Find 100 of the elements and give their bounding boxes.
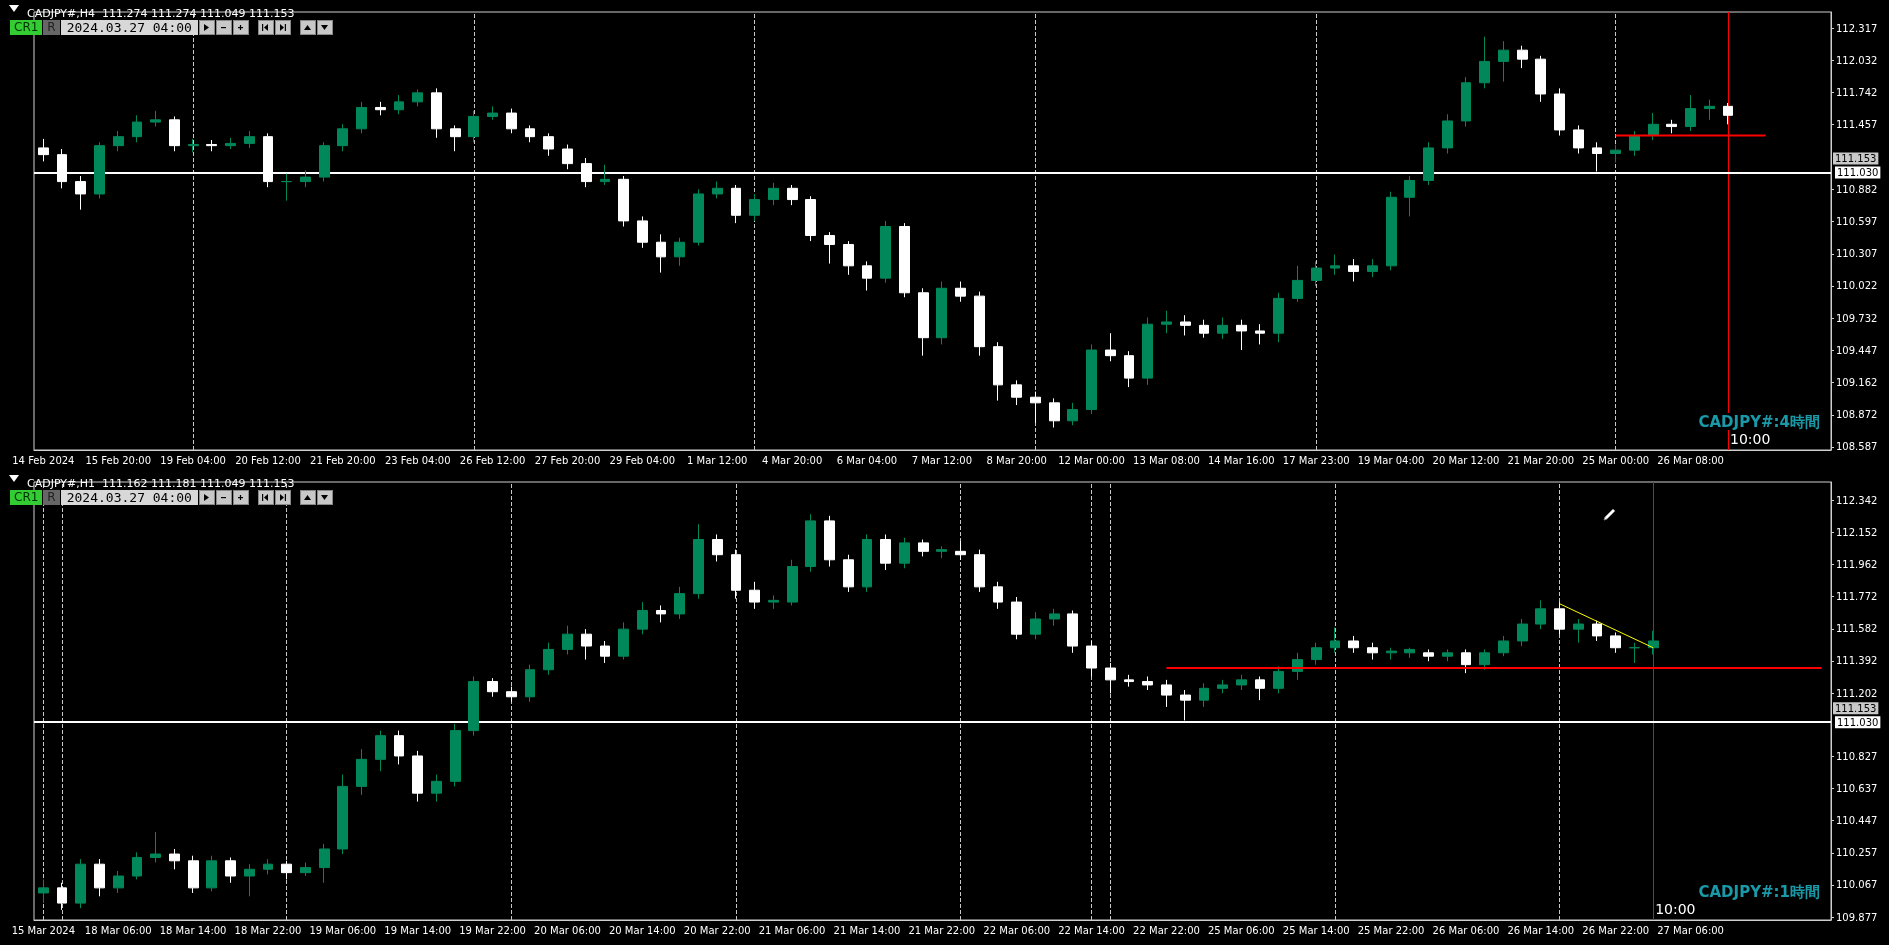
x-tick-label: 13 Mar 08:00	[1133, 454, 1200, 466]
y-tick-label: 111.962	[1836, 559, 1878, 571]
candlestick	[225, 137, 236, 150]
candlestick	[787, 559, 798, 606]
candlestick	[337, 774, 348, 855]
candlestick	[562, 144, 573, 170]
chart-title: CADJPY#,H1 111.162 111.181 111.049 111.153	[27, 477, 295, 490]
candlestick	[637, 215, 648, 249]
candlestick	[1386, 647, 1397, 661]
y-tick-label: 109.732	[1836, 312, 1878, 324]
candlestick	[412, 88, 423, 107]
candlestick	[1330, 254, 1340, 276]
x-tick-label: 14 Mar 16:00	[1207, 454, 1275, 466]
candlestick	[1629, 642, 1640, 664]
candlestick	[450, 124, 461, 152]
candlestick	[1685, 94, 1696, 132]
candlestick	[1610, 632, 1621, 654]
annotation: R	[43, 490, 60, 505]
candlestick	[1105, 662, 1116, 694]
candlestick	[94, 858, 105, 897]
candlestick	[281, 860, 292, 880]
candlestick	[637, 601, 648, 635]
x-tick-label: 20 Mar 14:00	[608, 924, 676, 936]
x-tick-label: 26 Mar 22:00	[1582, 924, 1650, 936]
candlestick	[263, 858, 273, 875]
candlestick	[693, 523, 704, 600]
candlestick	[188, 855, 199, 894]
candlestick	[1161, 679, 1172, 708]
candlestick	[1049, 397, 1060, 429]
x-tick-label: 19 Mar 14:00	[384, 924, 452, 936]
candlestick	[1648, 630, 1659, 655]
candlestick	[1105, 332, 1116, 362]
y-tick-label: 112.342	[1836, 494, 1878, 506]
candlestick	[731, 549, 741, 600]
x-tick-label: 26 Mar 08:00	[1657, 454, 1724, 466]
candlestick	[936, 281, 947, 345]
x-tick-label: 21 Mar 20:00	[1507, 454, 1575, 466]
candlestick	[618, 621, 629, 661]
candlestick	[206, 855, 217, 892]
annotation: 2024.03.27 04:00	[60, 490, 198, 505]
candlestick	[468, 110, 479, 143]
candlestick	[1011, 379, 1022, 406]
candlestick	[1498, 635, 1509, 657]
candlestick	[1666, 119, 1677, 134]
x-tick-label: 20 Mar 22:00	[683, 924, 751, 936]
candlestick	[1011, 596, 1022, 640]
annotation: CR1	[10, 490, 43, 505]
candlestick	[1554, 601, 1565, 635]
candlestick	[506, 108, 517, 134]
candlestick	[1217, 679, 1228, 694]
candlestick	[899, 222, 910, 298]
candlestick	[113, 130, 124, 152]
candlestick	[1255, 675, 1265, 701]
ref-line-label: 111.030	[1837, 167, 1879, 179]
candlestick	[768, 594, 779, 610]
candlestick	[1142, 316, 1153, 386]
candlestick	[731, 184, 741, 224]
x-tick-label: 22 Mar 06:00	[983, 924, 1051, 936]
candlestick	[600, 164, 610, 186]
x-tick-label: 17 Mar 23:00	[1282, 454, 1350, 466]
candlestick	[188, 138, 199, 153]
candlestick	[1330, 626, 1340, 654]
candlestick	[1442, 648, 1453, 662]
x-tick-label: 21 Mar 22:00	[908, 924, 976, 936]
y-tick-label: 110.067	[1836, 879, 1878, 891]
candlestick	[431, 87, 442, 139]
candlestick	[674, 237, 685, 267]
candlestick	[450, 723, 461, 787]
x-tick-label: 29 Feb 04:00	[609, 454, 676, 466]
candlestick	[1442, 113, 1453, 155]
candlestick	[94, 141, 105, 199]
candlestick	[1367, 258, 1378, 278]
candlestick	[993, 581, 1003, 610]
candlestick	[356, 748, 367, 796]
candlestick	[337, 123, 348, 152]
candlestick	[862, 260, 872, 292]
x-tick-label: 20 Mar 06:00	[534, 924, 601, 936]
candlestick	[1461, 76, 1471, 128]
candlestick	[225, 856, 236, 884]
x-tick-label: 26 Mar 14:00	[1507, 924, 1575, 936]
candlestick	[300, 862, 311, 877]
candlestick	[674, 586, 685, 620]
candlestick	[1273, 665, 1284, 694]
y-tick-label: 112.032	[1836, 54, 1878, 66]
candlestick	[1498, 40, 1509, 83]
candlestick	[1517, 45, 1528, 69]
y-tick-label: 110.597	[1836, 215, 1878, 227]
annotation: 2024.03.27 04:00	[60, 20, 198, 35]
candlestick	[300, 169, 311, 188]
y-tick-label: 109.447	[1836, 344, 1878, 356]
x-tick-label: 22 Mar 22:00	[1133, 924, 1200, 936]
x-tick-label: 12 Mar 00:00	[1058, 454, 1125, 466]
candlestick	[113, 870, 124, 894]
x-tick-label: 4 Mar 20:00	[761, 454, 823, 466]
x-tick-label: 25 Mar 00:00	[1582, 454, 1650, 466]
candlestick	[1255, 323, 1265, 345]
candlestick	[1030, 611, 1041, 640]
candlestick	[412, 750, 423, 803]
x-tick-label: 22 Mar 14:00	[1058, 924, 1125, 936]
annotation: R	[43, 20, 60, 35]
